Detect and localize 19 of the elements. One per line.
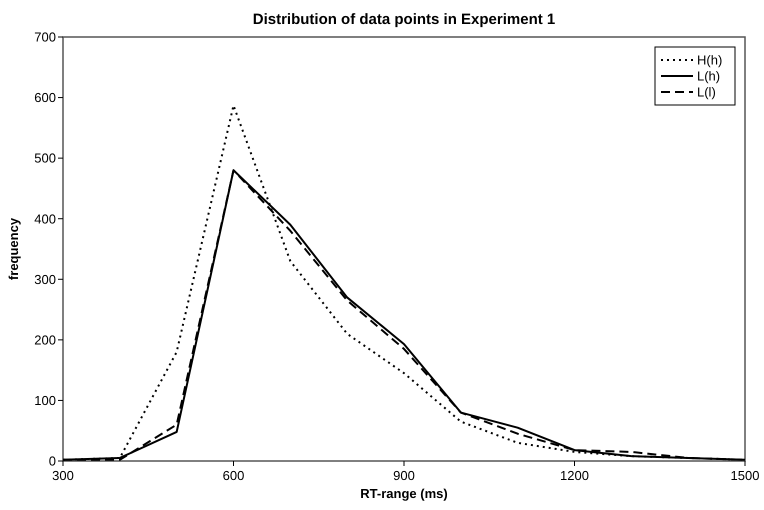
y-tick-label: 200 <box>34 332 56 348</box>
y-tick-label: 300 <box>34 272 56 287</box>
x-tick-label: 600 <box>222 468 244 483</box>
legend-label: L(l) <box>697 84 716 100</box>
y-tick-label: 700 <box>34 30 56 45</box>
chart-title: Distribution of data points in Experiment 1 <box>252 11 556 28</box>
x-axis-title: RT-range (ms) <box>360 486 448 501</box>
y-tick-label: 500 <box>34 150 56 166</box>
legend-label: H(h) <box>697 52 722 68</box>
y-tick-label: 600 <box>34 90 56 106</box>
x-tick-label: 1500 <box>730 468 760 483</box>
y-tick-label: 0 <box>48 454 56 469</box>
x-tick-label: 900 <box>393 468 415 483</box>
x-tick-label: 1200 <box>560 468 589 483</box>
y-tick-label: 400 <box>34 211 56 226</box>
y-axis-title: frequency <box>6 217 21 280</box>
y-tick-label: 100 <box>34 392 56 408</box>
legend-label: L(h) <box>697 68 720 84</box>
x-tick-label: 300 <box>52 468 74 483</box>
